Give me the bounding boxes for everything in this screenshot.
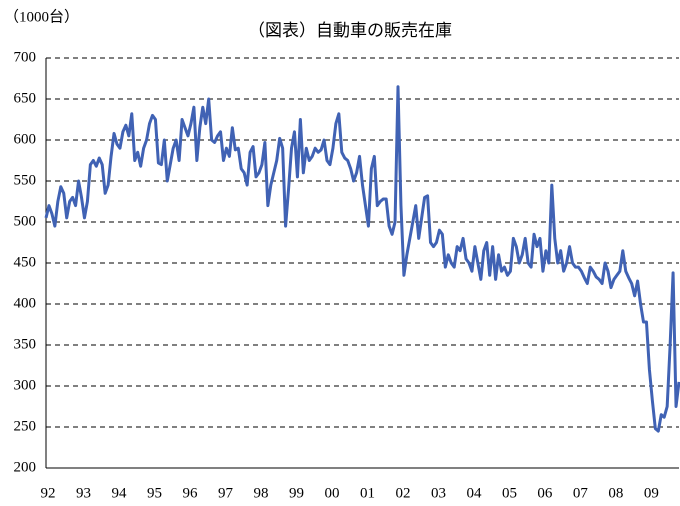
- x-tick-label: 09: [644, 485, 659, 501]
- y-tick-label: 500: [14, 213, 37, 229]
- x-tick-label: 92: [41, 485, 56, 501]
- y-tick-label: 200: [14, 459, 37, 475]
- x-tick-label: 04: [466, 485, 482, 501]
- x-tick-label: 07: [573, 485, 589, 501]
- x-tick-label: 05: [502, 485, 517, 501]
- x-tick-label: 95: [147, 485, 162, 501]
- y-tick-label: 650: [14, 90, 37, 106]
- x-tick-label: 98: [253, 485, 268, 501]
- y-tick-label: 600: [14, 131, 37, 147]
- x-tick-label: 08: [608, 485, 623, 501]
- x-tick-label: 94: [111, 485, 127, 501]
- data-line: [44, 85, 680, 433]
- chart-title: （図表）自動車の販売在庫: [248, 21, 452, 40]
- x-tick-label: 01: [360, 485, 375, 501]
- y-axis-label: （1000台）: [4, 8, 79, 25]
- y-tick-label: 400: [14, 295, 37, 311]
- x-tick-label: 06: [537, 485, 553, 501]
- y-tick-label: 350: [14, 336, 37, 352]
- y-tick-label: 550: [14, 172, 37, 188]
- x-tick-label: 97: [218, 485, 234, 501]
- y-tick-label: 250: [14, 418, 37, 434]
- x-tick-label: 00: [324, 485, 339, 501]
- y-tick-label: 450: [14, 254, 37, 270]
- x-tick-label: 02: [395, 485, 410, 501]
- y-tick-label: 700: [14, 49, 37, 65]
- x-tick-label: 96: [182, 485, 198, 501]
- x-tick-label: 99: [289, 485, 304, 501]
- x-tick-label: 93: [76, 485, 91, 501]
- x-tick-label: 03: [431, 485, 446, 501]
- y-tick-label: 300: [14, 377, 37, 393]
